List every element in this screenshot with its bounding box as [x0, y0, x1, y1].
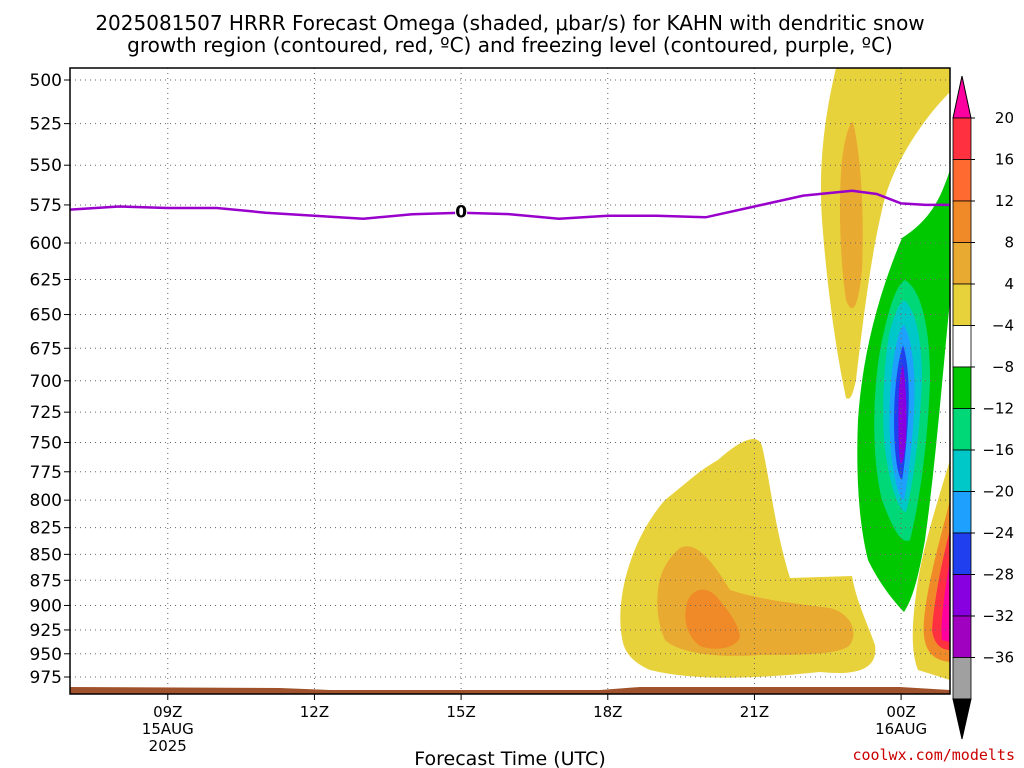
pressure-tick-label: 650 [30, 306, 62, 326]
pressure-tick-label: 550 [30, 156, 62, 176]
pressure-tick-label: 600 [30, 234, 62, 254]
credit-text: coolwx.com/modelts [852, 746, 1015, 764]
colorbar-tick-label: −28 [982, 566, 1014, 584]
pressure-tick-label: 500 [30, 71, 62, 91]
omega-shading [620, 68, 950, 680]
colorbar-segment [952, 449, 972, 492]
pressure-tick-label: 925 [30, 621, 62, 641]
colorbar-tick-label: −20 [982, 483, 1014, 501]
colorbar-segment [952, 657, 972, 700]
omega-colorbar: 20 16 12 8 4 −4 −8 −12 −16 −20 −24 −28 −32 −36 [952, 75, 1014, 740]
pressure-tick-label: 775 [30, 463, 62, 483]
chart-title-line2: growth region (contoured, red, ºC) and f… [127, 33, 893, 57]
colorbar-segment [952, 408, 972, 451]
pressure-tick-label: 625 [30, 270, 62, 290]
pressure-tick-label: 575 [30, 196, 62, 216]
time-tick-label: 16AUG [875, 720, 927, 738]
pressure-tick-label: 875 [30, 571, 62, 591]
colorbar-tick-label: −36 [982, 649, 1014, 667]
omega-region-ascent-lower-core [685, 589, 740, 649]
colorbar-tick-label: 16 [995, 151, 1014, 169]
pressure-gridlines [70, 79, 950, 678]
colorbar-segment [952, 117, 972, 160]
pressure-tick-label: 825 [30, 519, 62, 539]
colorbar-segment [952, 615, 972, 658]
omega-region-descent-core [898, 365, 907, 464]
colorbar-segment [952, 366, 972, 409]
pressure-tick-label: 900 [30, 596, 62, 616]
colorbar-tick-label: −12 [982, 400, 1014, 418]
freezing-level-contour [69, 189, 950, 221]
time-tick-label: 2025 [149, 737, 187, 755]
colorbar-tick-label: −32 [982, 607, 1014, 625]
time-tick-label: 15Z [446, 703, 475, 721]
colorbar-segment [952, 325, 972, 368]
pressure-tick-label: 950 [30, 645, 62, 665]
colorbar-tick-label: −4 [992, 317, 1014, 335]
time-tick-label: 18Z [593, 703, 622, 721]
plot-area: 0 [69, 67, 951, 695]
colorbar-tick-label: −8 [992, 358, 1014, 376]
colorbar-tick-label: −24 [982, 524, 1014, 542]
time-tick-label: 09Z [153, 703, 182, 721]
colorbar-segment [952, 491, 972, 534]
colorbar-segment [952, 242, 972, 285]
pressure-tick-label: 700 [30, 372, 62, 392]
terrain-ground [70, 687, 950, 694]
colorbar-segment [952, 159, 972, 202]
colorbar-top-arrow [952, 75, 972, 119]
time-tick-label: 21Z [740, 703, 769, 721]
pressure-tick-label: 675 [30, 339, 62, 359]
colorbar-segment [952, 200, 972, 243]
pressure-tick-label: 725 [30, 403, 62, 423]
pressure-tick-label: 850 [30, 545, 62, 565]
time-tick-label: 00Z [886, 703, 915, 721]
colorbar-bottom-arrow [952, 698, 972, 740]
colorbar-tick-label: 4 [1004, 275, 1014, 293]
colorbar-segment [952, 574, 972, 617]
omega-region-ascent-upper-core [839, 122, 863, 309]
colorbar-tick-label: −16 [982, 441, 1014, 459]
time-tick-label: 15AUG [142, 720, 194, 738]
colorbar-tick-label: 20 [995, 109, 1014, 127]
time-tick-label: 12Z [300, 703, 329, 721]
colorbar-tick-label: 8 [1004, 234, 1014, 252]
colorbar-tick-label: 12 [995, 192, 1014, 210]
omega-region-ascent-surface-right-max [941, 560, 950, 642]
pressure-tick-label: 525 [30, 115, 62, 135]
pressure-tick-label: 975 [30, 668, 62, 688]
x-axis-title: Forecast Time (UTC) [414, 748, 605, 768]
chart-title-line1: 2025081507 HRRR Forecast Omega (shaded, … [95, 11, 924, 35]
freezing-level-label-bg [455, 204, 468, 219]
colorbar-segment [952, 283, 972, 326]
pressure-axis: 500 525 550 575 600 625 650 675 700 725 750 775 800 8… [30, 71, 70, 688]
pressure-tick-label: 750 [30, 433, 62, 453]
colorbar-segment [952, 532, 972, 575]
freezing-level-label: 0 [455, 203, 467, 223]
pressure-tick-label: 800 [30, 491, 62, 511]
